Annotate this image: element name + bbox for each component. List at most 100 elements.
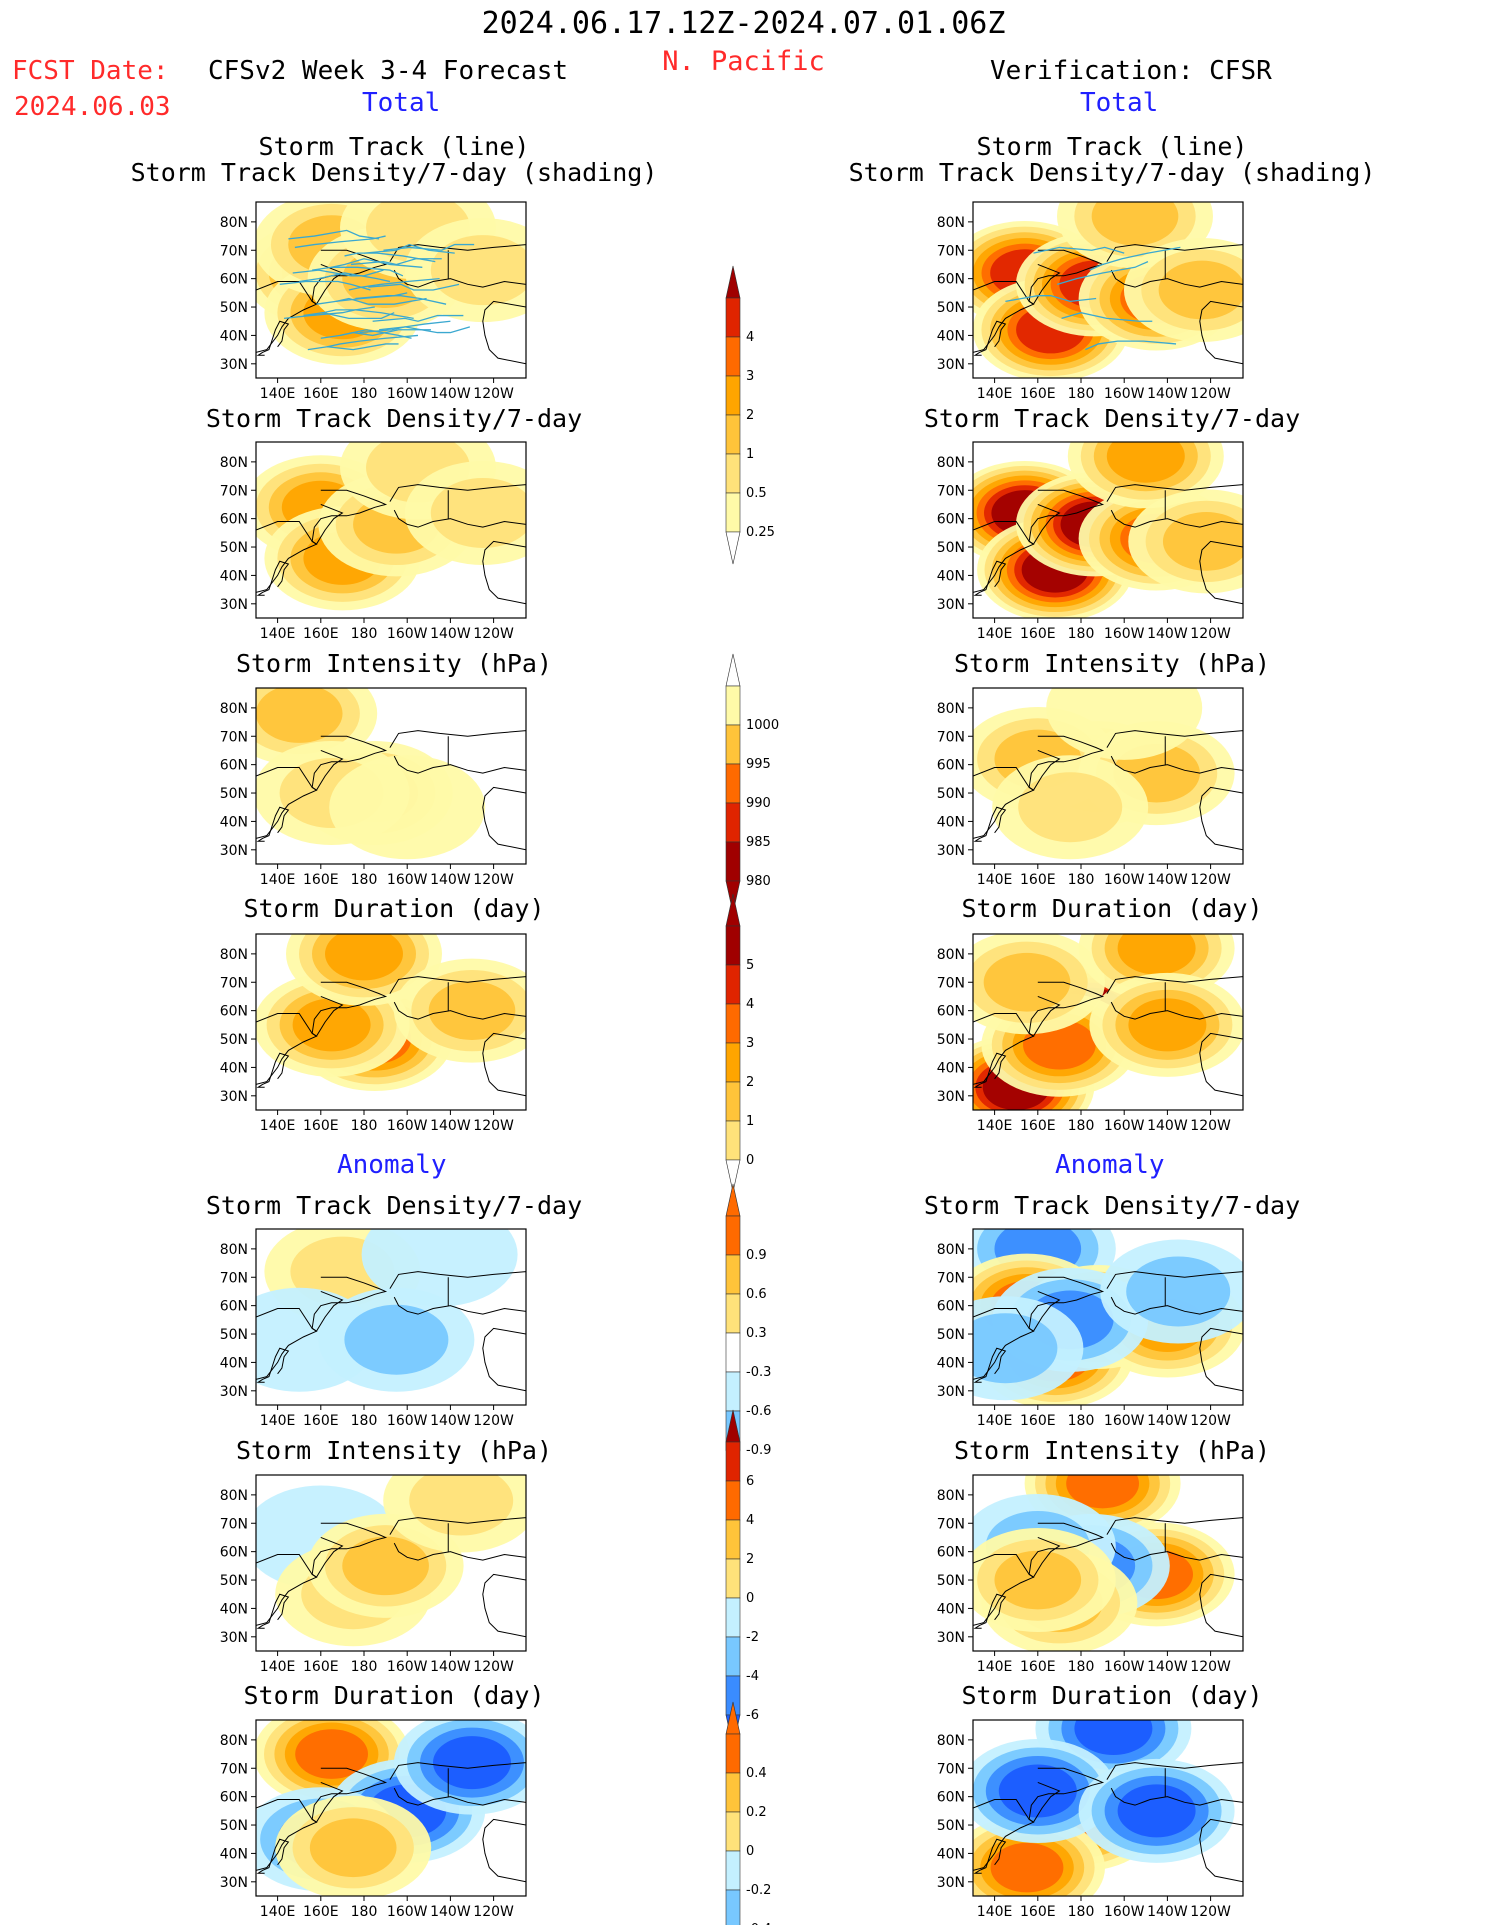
shade-cell bbox=[256, 688, 343, 743]
colorbar-label: 985 bbox=[746, 835, 771, 850]
panel-title-duration-left: Storm Duration (day) bbox=[243, 894, 545, 923]
colorbar-segment bbox=[725, 763, 741, 804]
shade-cell bbox=[998, 1764, 1077, 1818]
storm-track bbox=[303, 312, 395, 320]
y-tick-label: 60N bbox=[220, 758, 248, 774]
map-panel: 140E 160E 180 160W 140W 120W 30N 40N 50N 60N 70N 80… bbox=[220, 1228, 527, 1429]
map-panel: 140E 160E 180 160W 140W 120W 30N 40N 50N 60N 70N 80… bbox=[220, 201, 527, 402]
x-tick-label: 160E bbox=[303, 1118, 339, 1134]
coastline bbox=[1106, 1517, 1243, 1561]
y-tick-label: 50N bbox=[937, 1573, 965, 1589]
y-tick-label: 80N bbox=[937, 1242, 965, 1258]
x-tick-label: 140W bbox=[430, 1659, 471, 1675]
x-tick-label: 160E bbox=[303, 1659, 339, 1675]
x-tick-label: 160E bbox=[303, 872, 339, 888]
y-tick-label: 40N bbox=[937, 568, 965, 584]
shade-cell bbox=[1158, 260, 1243, 320]
x-tick-label: 160E bbox=[1020, 1659, 1056, 1675]
y-tick-label: 70N bbox=[220, 1516, 248, 1532]
x-tick-label: 140E bbox=[260, 1118, 296, 1134]
y-tick-label: 50N bbox=[220, 540, 248, 556]
map-panel: 140E 160E 180 160W 140W 120W 30N 40N 50N 60N 70N 80… bbox=[937, 687, 1244, 888]
panel-title-track-line-right: Storm Track (line) bbox=[976, 132, 1248, 161]
coastline bbox=[311, 981, 388, 1037]
colorbar-intensity-total: 1000 995 990 985 980 bbox=[725, 653, 779, 914]
coastline bbox=[256, 1307, 318, 1380]
colorbar-label: 0 bbox=[746, 1591, 754, 1606]
colorbar-label: 2 bbox=[746, 408, 754, 423]
coastline bbox=[973, 1798, 1035, 1871]
coastline bbox=[311, 1522, 388, 1578]
coastline bbox=[1106, 976, 1243, 1020]
panel-title-anom-density-right: Storm Track Density/7-day bbox=[923, 1191, 1301, 1220]
y-tick-label: 80N bbox=[220, 1488, 248, 1504]
x-tick-label: 160W bbox=[1104, 1118, 1145, 1134]
x-tick-label: 160W bbox=[1104, 386, 1145, 402]
coastline bbox=[389, 1517, 526, 1561]
storm-track bbox=[355, 295, 447, 305]
colorbar-segment bbox=[725, 1733, 741, 1774]
storm-track bbox=[363, 243, 455, 254]
y-tick-label: 30N bbox=[220, 1630, 248, 1646]
coastline bbox=[973, 1307, 1035, 1380]
x-tick-label: 160W bbox=[1104, 1413, 1145, 1429]
y-tick-label: 80N bbox=[220, 215, 248, 231]
storm-track bbox=[312, 266, 404, 277]
y-tick-label: 80N bbox=[220, 455, 248, 471]
coastline bbox=[256, 320, 290, 356]
coastline bbox=[1106, 484, 1243, 528]
colorbar-label: 0 bbox=[746, 1844, 754, 1859]
x-tick-label: 140E bbox=[260, 1659, 296, 1675]
colorbar-segment bbox=[725, 336, 741, 377]
colorbar-density-anomaly: 0.9 0.6 0.3 -0.3 -0.6 -0.9 bbox=[725, 1183, 771, 1483]
map-panel: 140E 160E 180 160W 140W 120W 30N 40N 50N 60N 70N 80… bbox=[937, 441, 1244, 642]
colorbar-segment bbox=[725, 802, 741, 843]
coastline bbox=[482, 1818, 526, 1883]
fcst-date-value: 2024.06.03 bbox=[14, 92, 171, 122]
x-tick-label: 140W bbox=[430, 1904, 471, 1920]
colorbar-label: 0 bbox=[746, 1153, 754, 1168]
storm-track bbox=[331, 258, 423, 268]
coastline bbox=[1028, 735, 1105, 791]
y-tick-label: 60N bbox=[220, 512, 248, 528]
colorbar-segment bbox=[725, 1811, 741, 1852]
colorbar-label: 3 bbox=[746, 369, 754, 384]
shade-cell bbox=[1018, 772, 1123, 843]
shade-cell bbox=[1117, 934, 1196, 975]
shade-cell bbox=[973, 1313, 1058, 1384]
x-tick-label: 180 bbox=[351, 872, 378, 888]
y-tick-label: 50N bbox=[220, 1032, 248, 1048]
coastline bbox=[256, 1347, 290, 1383]
shade-cell bbox=[994, 1550, 1082, 1610]
colorbar-segment bbox=[725, 1597, 741, 1638]
y-tick-label: 30N bbox=[220, 1384, 248, 1400]
coastline bbox=[482, 1032, 526, 1097]
coastline bbox=[973, 1838, 1007, 1874]
x-tick-label: 140E bbox=[977, 1118, 1013, 1134]
anomaly-label-left: Anomaly bbox=[337, 1150, 447, 1180]
storm-track bbox=[368, 283, 460, 291]
x-tick-label: 140E bbox=[977, 626, 1013, 642]
x-tick-label: 160W bbox=[1104, 1904, 1145, 1920]
y-tick-label: 70N bbox=[937, 243, 965, 259]
colorbar-label: -2 bbox=[746, 1630, 759, 1645]
coastline bbox=[256, 1012, 318, 1085]
y-tick-label: 30N bbox=[220, 357, 248, 373]
panel-title-track-shading-right: Storm Track Density/7-day (shading) bbox=[848, 158, 1376, 187]
panel-title-anom-intensity-right: Storm Intensity (hPa) bbox=[953, 1436, 1271, 1465]
coastline bbox=[256, 520, 318, 593]
y-tick-label: 30N bbox=[937, 1875, 965, 1891]
colorbar-label: 2 bbox=[746, 1075, 754, 1090]
x-tick-label: 120W bbox=[473, 1413, 514, 1429]
x-tick-label: 140W bbox=[1147, 1118, 1188, 1134]
colorbar-label: 6 bbox=[746, 1474, 754, 1489]
shade-cell bbox=[1046, 688, 1203, 760]
x-tick-label: 120W bbox=[1190, 626, 1231, 642]
shade-cell bbox=[309, 1818, 397, 1878]
map-panel: 140E 160E 180 160W 140W 120W 30N 40N 50N 60N 70N 80… bbox=[220, 441, 527, 642]
coastline bbox=[1028, 1522, 1105, 1578]
panel-title-track-line-left: Storm Track (line) bbox=[258, 132, 530, 161]
colorbar-segment bbox=[725, 841, 741, 882]
colorbar-label: 1000 bbox=[746, 718, 779, 733]
y-tick-label: 70N bbox=[220, 243, 248, 259]
